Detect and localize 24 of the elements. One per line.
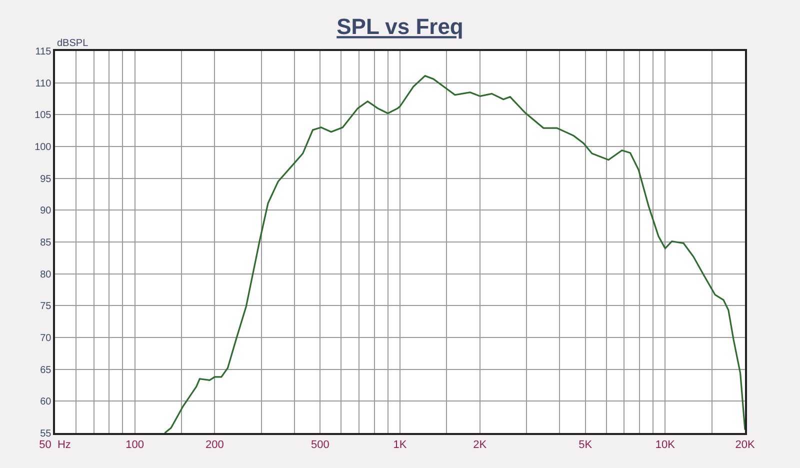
y-tick-label: 110 (35, 78, 52, 90)
y-tick-label: 115 (35, 46, 52, 58)
y-tick-label: 60 (40, 396, 52, 408)
y-tick-label: 55 (40, 428, 52, 440)
chart-title: SPL vs Freq (336, 14, 464, 40)
y-tick-label: 65 (40, 364, 52, 376)
x-tick-label: 50 Hz (39, 438, 71, 451)
y-tick-label: 100 (34, 142, 52, 153)
x-tick-label: 2K (473, 438, 488, 451)
y-tick-label: 80 (40, 269, 52, 280)
y-tick-label: 105 (34, 110, 52, 122)
x-tick-label: 200 (205, 438, 224, 451)
y-axis-title: dBSPL (57, 38, 89, 49)
x-tick-label: 20K (735, 438, 756, 451)
y-tick-label: 85 (40, 238, 52, 248)
x-tick-label: 1K (393, 438, 408, 451)
y-tick-label: 75 (40, 301, 52, 312)
y-tick-label: 95 (40, 174, 52, 185)
x-tick-label: 10K (655, 438, 676, 451)
x-tick-label: 500 (310, 438, 330, 451)
y-tick-label: 90 (40, 206, 52, 217)
x-tick-label: 100 (126, 438, 144, 451)
y-tick-label: 70 (40, 333, 52, 344)
x-tick-label: 5K (578, 438, 593, 451)
